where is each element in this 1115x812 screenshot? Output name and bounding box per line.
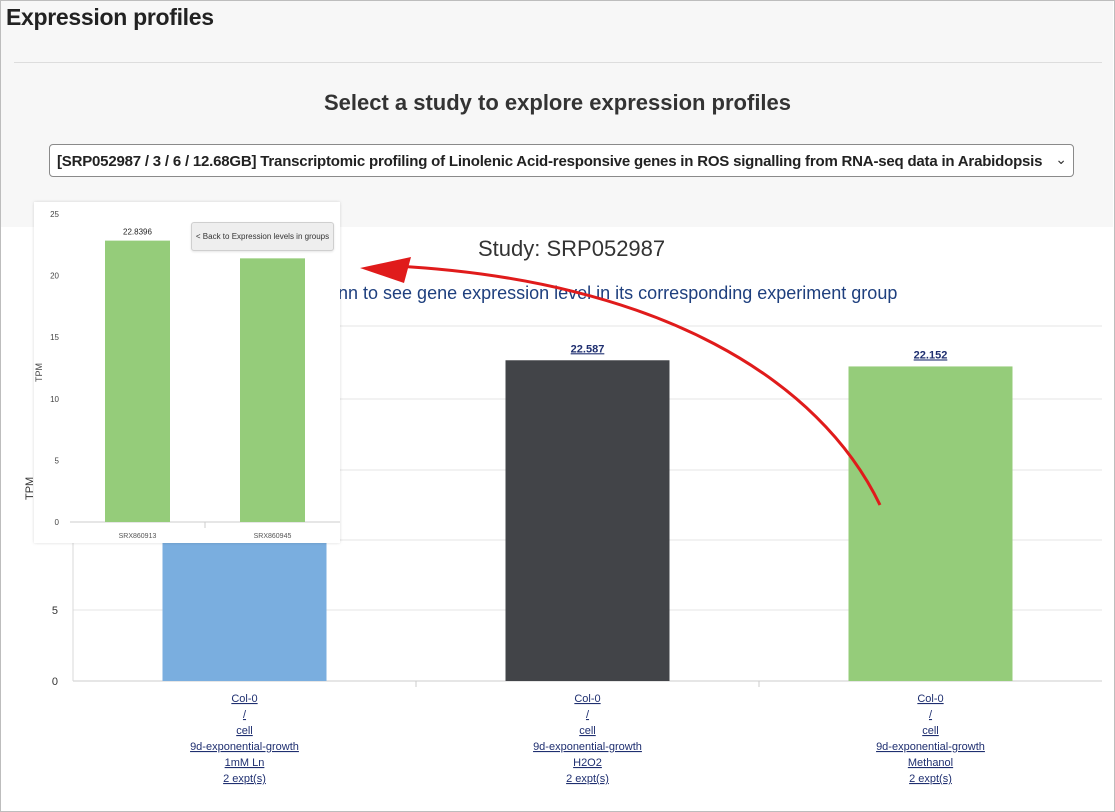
inset-y-tick-label: 5 (55, 456, 60, 465)
inset-y-tick-label: 15 (50, 333, 59, 342)
category-label-line: 2 expt(s) (909, 773, 952, 785)
bar-value-label: 22.587 (571, 343, 605, 355)
category-label-line: H2O2 (573, 757, 602, 769)
inset-y-tick-label: 0 (55, 518, 60, 527)
bar (505, 360, 670, 681)
category-label-line: / (929, 709, 933, 721)
category-label-line: Col-0 (231, 693, 257, 705)
category-label-line: Col-0 (917, 693, 943, 705)
y-tick-label: 0 (52, 676, 58, 688)
study-select[interactable]: [SRP052987 / 3 / 6 / 12.68GB] Transcript… (49, 144, 1074, 177)
category-label-line: 1mM Ln (225, 757, 265, 769)
inset-bar (240, 258, 305, 522)
y-axis-label: TPM (24, 477, 36, 500)
study-select-value: [SRP052987 / 3 / 6 / 12.68GB] Transcript… (57, 153, 1043, 170)
sample-level-popup: 0 5 10 15 20 25 TPM 22.8396 SRX860913 SRX860945 <… (34, 202, 340, 543)
category-label-line: 9d-exponential-growth (190, 741, 299, 753)
category-label-line: / (243, 709, 247, 721)
category-label-line: Col-0 (574, 693, 600, 705)
category-label-line: cell (922, 725, 939, 737)
divider (14, 62, 1102, 63)
study-title: Study: SRP052987 (478, 236, 666, 261)
category-label-line: 9d-exponential-growth (876, 741, 985, 753)
category-label-line: 9d-exponential-growth (533, 741, 642, 753)
inset-y-tick-label: 20 (50, 272, 59, 281)
sample-bar-chart: 0 5 10 15 20 25 TPM 22.8396 SRX860913 SRX860945 (34, 210, 340, 540)
category-label-line: cell (579, 725, 596, 737)
category-label-line: 2 expt(s) (566, 773, 609, 785)
chevron-down-icon[interactable]: ⌄ (1055, 151, 1067, 167)
y-tick-label: 5 (52, 605, 58, 617)
category-label-line: Methanol (908, 757, 953, 769)
inset-y-axis-label: TPM (34, 363, 44, 382)
select-study-heading: Select a study to explore expression pro… (323, 90, 792, 115)
inset-bar (105, 240, 170, 522)
inset-y-tick-label: 25 (50, 210, 59, 219)
category-label-line: / (586, 709, 590, 721)
category-label-line: cell (236, 725, 253, 737)
inset-bar-value-label: 22.8396 (123, 228, 152, 237)
bar (848, 366, 1013, 681)
category-label-line: 2 expt(s) (223, 773, 266, 785)
bar-value-label: 22.152 (914, 349, 948, 361)
page-title: Expression profiles (6, 4, 214, 30)
inset-category-label: SRX860913 (119, 533, 157, 540)
inset-y-tick-label: 10 (50, 395, 59, 404)
back-to-groups-button[interactable]: < Back to Expression levels in groups (191, 222, 334, 251)
inset-category-label: SRX860945 (254, 533, 292, 540)
study-selector-area (1, 1, 1113, 227)
